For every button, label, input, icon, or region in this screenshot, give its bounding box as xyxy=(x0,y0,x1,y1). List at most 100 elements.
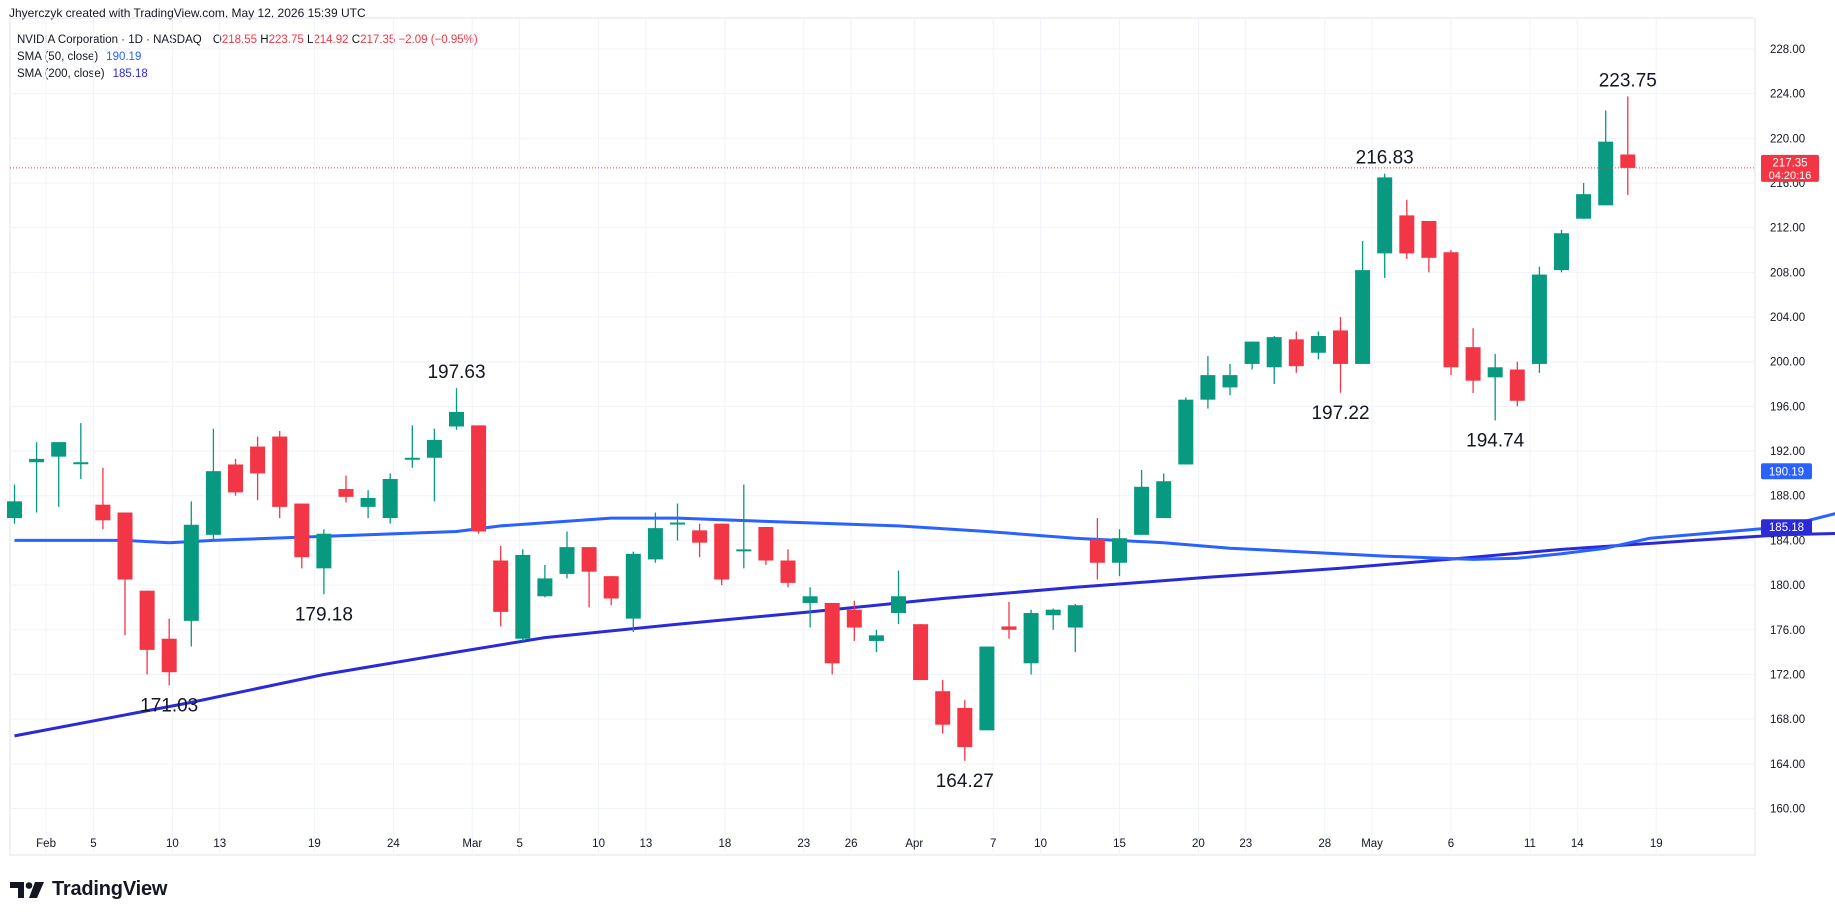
x-tick-label: 23 xyxy=(1239,838,1252,850)
sma200-value: 185.18 xyxy=(112,68,148,80)
y-tick-label: 192.00 xyxy=(1770,446,1805,458)
candle-body xyxy=(29,458,45,463)
candle-body xyxy=(205,471,221,535)
low-label: L xyxy=(306,34,314,46)
y-tick-label: 212.00 xyxy=(1770,223,1805,235)
candle-body xyxy=(780,560,796,583)
candle-body xyxy=(979,646,995,731)
candle-body xyxy=(471,425,487,532)
candle-body xyxy=(404,457,420,460)
candle xyxy=(360,490,376,519)
candle xyxy=(1023,609,1039,675)
x-tick-label: 18 xyxy=(718,838,731,850)
x-tick-label: 26 xyxy=(845,838,858,850)
candle-body xyxy=(935,691,951,725)
candle-body xyxy=(1067,605,1083,628)
candle-body xyxy=(1310,336,1326,353)
candle xyxy=(581,547,597,608)
candle xyxy=(1509,361,1525,407)
candle-body xyxy=(139,590,155,650)
price-annotation: 171.03 xyxy=(140,695,198,716)
sma50-legend[interactable]: SMA (50, close) 190.19 xyxy=(17,51,141,63)
candle xyxy=(29,442,45,513)
candle xyxy=(183,501,199,647)
candle-body xyxy=(1023,613,1039,664)
sma-value-label: 185.18 xyxy=(1769,522,1804,534)
candle-body xyxy=(581,547,597,572)
candle xyxy=(1487,353,1503,421)
candle xyxy=(1554,229,1569,273)
candle-body xyxy=(1134,486,1150,535)
candle xyxy=(1620,96,1636,196)
candle-body xyxy=(449,411,464,427)
candle xyxy=(205,428,221,541)
candle-body xyxy=(1443,252,1459,368)
candle-body xyxy=(7,501,22,519)
candle xyxy=(537,564,553,598)
candle-body xyxy=(625,553,641,619)
candle xyxy=(780,549,796,588)
x-tick-label: 19 xyxy=(1650,838,1663,850)
sma50-value: 190.19 xyxy=(106,51,142,63)
candle xyxy=(891,570,906,625)
candle xyxy=(1355,241,1371,364)
y-tick-label: 184.00 xyxy=(1770,535,1805,547)
y-tick-label: 224.00 xyxy=(1770,89,1805,101)
tradingview-brand[interactable]: TradingView xyxy=(10,878,167,901)
candle xyxy=(316,529,332,595)
candle-body xyxy=(824,602,840,664)
x-tick-label: 10 xyxy=(166,838,179,850)
price-annotation: 194.74 xyxy=(1466,430,1525,451)
x-tick-label: 24 xyxy=(387,838,400,850)
candle-body xyxy=(95,504,111,521)
candle-body xyxy=(846,609,862,628)
last-price-label: 217.35 xyxy=(1772,157,1807,169)
symbol-legend[interactable]: NVIDIA Corporation · 1D · NASDAQ O218.55… xyxy=(17,34,478,46)
y-tick-label: 160.00 xyxy=(1770,804,1805,816)
candle-body xyxy=(1112,538,1127,563)
candle-body xyxy=(1089,539,1105,563)
candle xyxy=(294,503,310,569)
candle-body xyxy=(913,624,929,681)
x-tick-label: 5 xyxy=(516,838,522,850)
candle xyxy=(1266,336,1282,385)
candle xyxy=(913,624,929,681)
candle xyxy=(73,423,89,479)
x-tick-label: 23 xyxy=(797,838,810,850)
candle-body xyxy=(183,524,199,621)
candle-body xyxy=(714,523,730,580)
sma200-legend[interactable]: SMA (200, close) 185.18 xyxy=(17,68,148,80)
candle xyxy=(868,629,884,653)
candle-body xyxy=(73,462,89,465)
candle xyxy=(1045,608,1061,630)
ohlc-values: O218.55 H223.75 L214.92 C217.35 −2.09 (−… xyxy=(213,34,478,46)
high-value: 223.75 xyxy=(268,34,304,46)
x-tick-label: Feb xyxy=(36,838,56,850)
y-tick-label: 208.00 xyxy=(1770,267,1805,279)
candle-body xyxy=(1554,233,1569,271)
last-price-badge xyxy=(1761,154,1819,182)
candle-body xyxy=(1598,141,1614,206)
candle-body xyxy=(250,446,266,474)
candle-body xyxy=(758,527,774,561)
candle xyxy=(1156,473,1172,519)
candle xyxy=(824,602,840,675)
candle-body xyxy=(161,638,177,673)
change-value: −2.09 (−0.95%) xyxy=(398,34,478,46)
candle-body xyxy=(1266,337,1282,368)
candle-body xyxy=(1620,154,1636,168)
candle xyxy=(426,428,442,502)
candle xyxy=(493,546,509,627)
candle xyxy=(1443,250,1459,376)
symbol-title[interactable]: NVIDIA Corporation · 1D · NASDAQ xyxy=(17,34,202,46)
candle xyxy=(1001,601,1017,639)
candle xyxy=(1089,518,1105,580)
candle xyxy=(382,473,398,524)
x-tick-label: May xyxy=(1361,838,1383,850)
candle-body xyxy=(1178,399,1194,465)
open-value: 218.55 xyxy=(221,34,258,46)
candle xyxy=(404,425,420,468)
y-tick-label: 200.00 xyxy=(1770,357,1805,369)
x-tick-label: 13 xyxy=(640,838,653,850)
